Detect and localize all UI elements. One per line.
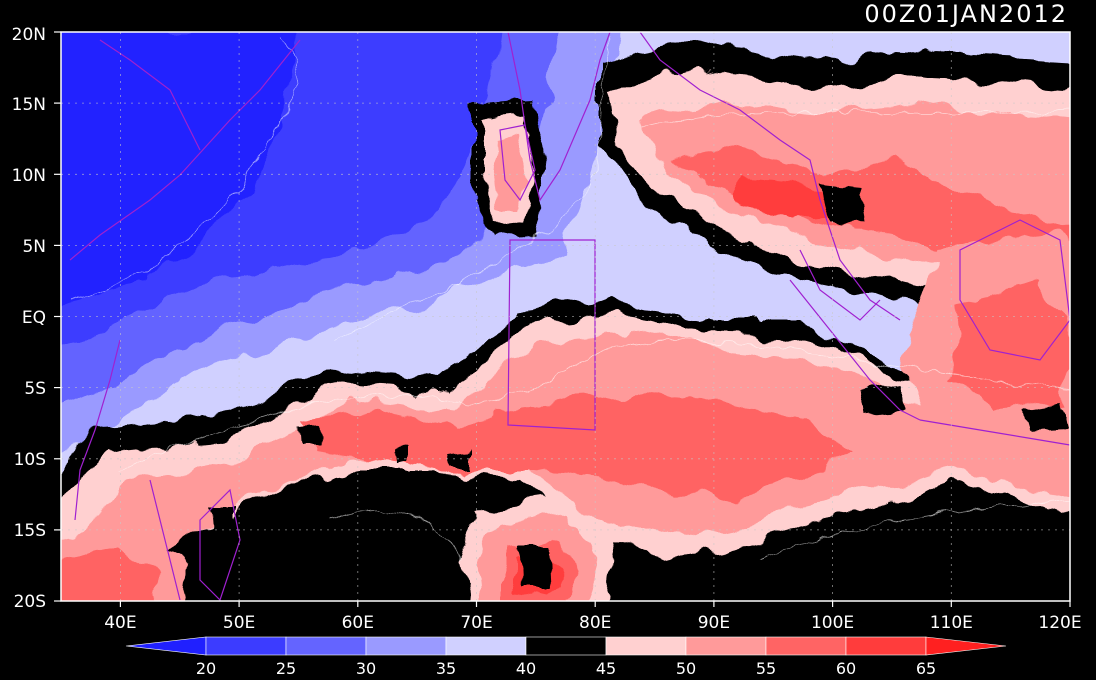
java-coastline xyxy=(919,419,1070,446)
colorbar-arrow-under xyxy=(125,636,207,656)
colorbar-segment xyxy=(685,636,767,656)
coastlines xyxy=(69,32,1070,601)
field-plot xyxy=(61,32,1070,601)
lon-label: 90E xyxy=(698,613,730,633)
colorbar-segment xyxy=(445,636,527,656)
colorbar-segment xyxy=(205,636,287,656)
colorbar-segment xyxy=(525,636,607,656)
lat-label: 5S xyxy=(24,379,46,399)
colorbar-label: 60 xyxy=(836,659,856,678)
borneo-coastline xyxy=(959,219,1070,361)
lat-label: 20S xyxy=(14,592,46,612)
lon-label: 80E xyxy=(579,613,611,633)
colorbar-label: 35 xyxy=(436,659,456,678)
grid-lines xyxy=(61,32,1070,601)
colorbar-segment xyxy=(605,636,687,656)
madagascar-coastline xyxy=(199,488,241,601)
colorbar-label: 40 xyxy=(516,659,536,678)
lat-label: 15S xyxy=(14,521,46,541)
lon-label: 100E xyxy=(811,613,854,633)
lat-label: 5N xyxy=(22,237,46,257)
colorbar-segments xyxy=(125,636,1007,656)
burma-thailand-coastline xyxy=(639,32,901,321)
arabia-coastline xyxy=(99,39,201,151)
lon-labels: 40E 50E 60E 70E 80E 90E 100E 110E 120E xyxy=(104,613,1081,633)
lon-label: 40E xyxy=(104,613,136,633)
lat-label: 15N xyxy=(12,95,46,115)
colorbar-label: 25 xyxy=(276,659,296,678)
malay-coastline xyxy=(799,249,881,321)
lat-label: EQ xyxy=(22,308,46,328)
colorbar-label: 30 xyxy=(356,659,376,678)
lon-label: 50E xyxy=(223,613,255,633)
colorbar-arrow-over xyxy=(925,636,1007,656)
colorbar-segment xyxy=(845,636,927,656)
lon-label: 120E xyxy=(1038,613,1081,633)
sumatra-coastline xyxy=(789,279,921,421)
colorbar-label: 65 xyxy=(916,659,936,678)
lat-label: 10S xyxy=(14,450,46,470)
lat-label: 10N xyxy=(12,166,46,186)
colorbar-labels: 20 25 30 35 40 45 50 55 60 65 xyxy=(196,659,936,678)
lat-label: 20N xyxy=(12,25,46,45)
africa-coastline xyxy=(69,39,301,601)
colorbar-segment xyxy=(765,636,847,656)
field-band-55-60 xyxy=(300,395,850,500)
colorbar-label: 20 xyxy=(196,659,216,678)
map-title: 00Z01JAN2012 xyxy=(864,0,1068,28)
lat-labels: 20N 15N 10N 5N EQ 5S 10S 15S 20S xyxy=(12,25,46,612)
colorbar-label: 55 xyxy=(756,659,776,678)
lon-label: 70E xyxy=(460,613,492,633)
colorbar-segment xyxy=(365,636,447,656)
field-band-lt-20 xyxy=(61,32,300,308)
india-coastline xyxy=(507,32,611,202)
box-region xyxy=(507,239,596,431)
colorbar-label: 50 xyxy=(676,659,696,678)
sri-lanka-coastline xyxy=(499,124,536,202)
colorbar-label: 45 xyxy=(596,659,616,678)
colorbar-segment xyxy=(285,636,367,656)
lon-label: 110E xyxy=(930,613,973,633)
colorbar: 20 25 30 35 40 45 50 55 60 65 xyxy=(125,636,1007,678)
lon-label: 60E xyxy=(342,613,374,633)
